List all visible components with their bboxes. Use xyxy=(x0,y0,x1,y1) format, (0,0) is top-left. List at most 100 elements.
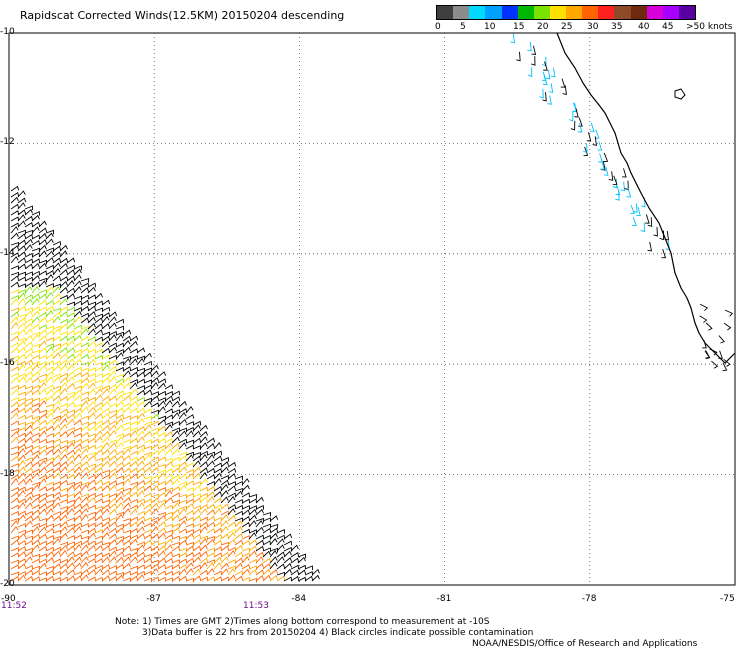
map-plot[interactable] xyxy=(8,32,736,586)
wind-barb xyxy=(185,454,194,462)
wind-barb xyxy=(24,385,34,391)
wind-barb xyxy=(122,570,132,576)
wind-barb xyxy=(101,430,110,438)
wind-barb xyxy=(73,481,83,486)
wind-barb xyxy=(206,442,215,450)
wind-barb xyxy=(129,538,138,546)
wind-barb xyxy=(122,335,132,342)
wind-barb xyxy=(38,364,47,372)
wind-barb xyxy=(178,430,187,438)
wind-barb xyxy=(122,426,132,432)
wind-barb xyxy=(150,431,159,438)
wind-barb xyxy=(38,540,48,546)
wind-barb xyxy=(101,400,110,408)
wind-barb xyxy=(80,522,90,528)
wind-barb xyxy=(115,547,125,553)
wind-barb xyxy=(171,563,181,570)
wind-barb xyxy=(234,488,244,493)
wind-barb xyxy=(31,247,41,253)
wind-barb xyxy=(38,522,48,528)
wind-barb xyxy=(73,316,82,324)
wind-barb xyxy=(185,509,195,516)
wind-barb xyxy=(45,291,54,300)
wind-barb xyxy=(206,547,216,553)
wind-barb xyxy=(17,283,27,289)
wind-barb xyxy=(31,377,40,384)
wind-barb xyxy=(59,372,69,378)
wind-barb xyxy=(192,451,202,457)
wind-barb xyxy=(59,311,69,318)
wind-barb xyxy=(24,414,34,420)
wind-barb xyxy=(59,294,69,300)
wind-barb xyxy=(66,534,76,540)
wind-barb xyxy=(150,438,160,444)
wind-barb xyxy=(10,347,19,354)
wind-barb xyxy=(17,563,27,570)
wind-barb xyxy=(66,358,75,366)
wind-barb xyxy=(171,430,180,438)
wind-barb xyxy=(297,569,307,576)
wind-barb xyxy=(24,371,34,378)
wind-barb xyxy=(17,263,27,270)
wind-barb xyxy=(213,497,223,504)
wind-barb xyxy=(157,382,166,390)
wind-barb xyxy=(101,575,111,582)
wind-barb xyxy=(206,576,216,582)
wind-barb xyxy=(283,557,292,564)
wind-barb xyxy=(17,245,27,252)
wind-map-svg[interactable] xyxy=(8,32,736,586)
wind-barb xyxy=(59,352,68,360)
wind-barb xyxy=(192,575,202,582)
wind-barb xyxy=(66,460,75,468)
wind-barb xyxy=(38,413,48,420)
wind-barb xyxy=(80,444,90,450)
wind-barb xyxy=(45,575,55,582)
wind-barb xyxy=(52,373,62,378)
wind-barb xyxy=(38,329,47,336)
wind-barb xyxy=(59,479,69,486)
wind-barb xyxy=(248,539,258,546)
wind-barb xyxy=(10,547,20,552)
wind-barb xyxy=(164,538,173,546)
wind-barb xyxy=(115,433,125,438)
wind-barb xyxy=(276,538,285,546)
wind-barb xyxy=(45,412,54,420)
wind-barb xyxy=(59,413,69,420)
wind-barb xyxy=(539,88,544,99)
wind-barb xyxy=(52,286,61,294)
wind-barb xyxy=(31,450,41,456)
wind-barb xyxy=(52,283,62,289)
wind-barb xyxy=(143,384,153,390)
wind-barb xyxy=(157,437,167,444)
wind-barb xyxy=(38,354,48,360)
wind-barb xyxy=(213,478,222,486)
wind-barb xyxy=(94,424,103,432)
wind-barb xyxy=(122,478,131,486)
wind-barb xyxy=(150,516,160,522)
wind-barb xyxy=(24,222,34,228)
wind-barb xyxy=(150,502,159,510)
wind-barb xyxy=(24,318,34,324)
wind-barb xyxy=(45,425,55,432)
wind-barb xyxy=(24,215,34,222)
wind-barb xyxy=(31,239,41,246)
wind-barb xyxy=(255,496,264,504)
wind-barb xyxy=(213,562,222,570)
wind-barb xyxy=(17,490,26,498)
wind-barb xyxy=(171,576,181,582)
wind-barb xyxy=(10,384,20,390)
wind-barb xyxy=(73,496,82,504)
wind-barb xyxy=(80,507,89,516)
wind-barb xyxy=(38,239,47,246)
wind-barb xyxy=(87,322,96,330)
wind-barb xyxy=(171,527,180,534)
wind-barb xyxy=(185,480,195,486)
wind-barb xyxy=(31,371,40,378)
wind-barb xyxy=(129,516,139,522)
wind-barb xyxy=(38,486,48,492)
wind-barb xyxy=(276,563,286,570)
wind-barb xyxy=(87,348,97,354)
wind-barb xyxy=(80,484,89,492)
wind-barb xyxy=(164,534,174,540)
wind-barb xyxy=(178,400,187,408)
